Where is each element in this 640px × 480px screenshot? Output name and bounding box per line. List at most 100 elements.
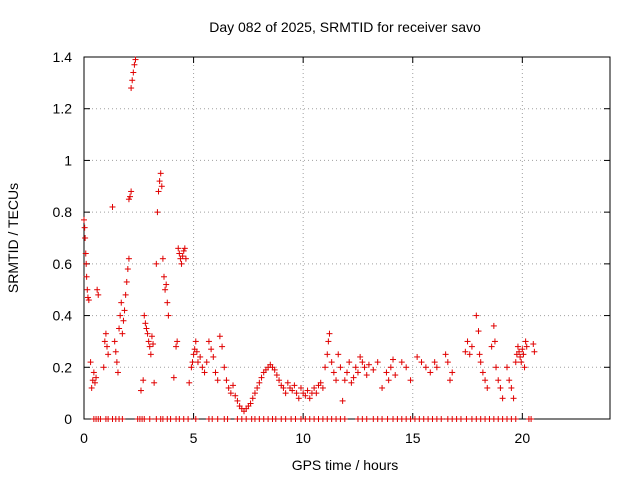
data-point bbox=[111, 338, 118, 345]
data-point bbox=[272, 416, 279, 422]
data-point bbox=[293, 390, 300, 397]
data-point bbox=[517, 353, 524, 360]
data-point bbox=[178, 260, 185, 267]
data-point bbox=[379, 384, 386, 391]
data-point bbox=[214, 416, 221, 422]
data-point bbox=[181, 245, 188, 252]
data-point bbox=[495, 377, 502, 384]
data-point bbox=[157, 170, 164, 177]
data-point bbox=[165, 312, 172, 319]
data-point bbox=[383, 369, 390, 376]
grid-lines bbox=[84, 57, 610, 419]
data-point bbox=[190, 351, 197, 358]
data-point bbox=[497, 384, 504, 391]
data-point bbox=[118, 299, 125, 306]
data-point bbox=[522, 338, 529, 345]
y-tick-label: 0.4 bbox=[53, 308, 73, 324]
data-point bbox=[304, 387, 311, 394]
data-point bbox=[302, 392, 309, 399]
data-point bbox=[379, 416, 386, 422]
data-point bbox=[365, 361, 372, 368]
data-point bbox=[523, 343, 530, 350]
data-point bbox=[306, 395, 313, 402]
data-points bbox=[81, 56, 538, 422]
data-point bbox=[475, 328, 482, 335]
data-point bbox=[210, 353, 217, 360]
data-point bbox=[326, 330, 333, 337]
y-tick-label: 0.8 bbox=[53, 204, 73, 220]
data-point bbox=[392, 372, 399, 379]
data-point bbox=[418, 359, 425, 366]
data-point bbox=[197, 353, 204, 360]
data-point bbox=[114, 369, 121, 376]
data-point bbox=[95, 291, 102, 298]
data-point bbox=[121, 307, 128, 314]
data-point bbox=[325, 338, 332, 345]
data-point bbox=[131, 61, 138, 68]
data-point bbox=[182, 255, 189, 262]
data-point bbox=[512, 416, 519, 422]
data-point bbox=[122, 291, 129, 298]
data-point bbox=[208, 346, 215, 353]
data-point bbox=[292, 416, 299, 422]
data-point bbox=[88, 384, 95, 391]
data-point bbox=[335, 351, 342, 358]
data-point bbox=[216, 333, 223, 340]
data-point bbox=[192, 416, 199, 422]
data-point bbox=[484, 384, 491, 391]
data-point bbox=[120, 317, 127, 324]
data-point bbox=[94, 286, 101, 293]
x-axis-label: GPS time / hours bbox=[292, 457, 399, 473]
axis-ticks: 0 5 10 15 20 0 0.2 0.4 0.6 0.8 1 1.2 1.4 bbox=[53, 49, 610, 446]
data-point bbox=[129, 77, 136, 84]
data-point bbox=[249, 395, 256, 402]
data-point bbox=[518, 359, 525, 366]
data-point bbox=[319, 384, 326, 391]
data-point bbox=[142, 320, 149, 327]
data-point bbox=[251, 390, 258, 397]
y-tick-label: 0.6 bbox=[53, 256, 73, 272]
data-point bbox=[361, 364, 368, 371]
data-point bbox=[151, 379, 158, 386]
data-point bbox=[97, 416, 104, 422]
data-point bbox=[313, 390, 320, 397]
data-point bbox=[282, 390, 289, 397]
data-point bbox=[387, 364, 394, 371]
data-point bbox=[444, 359, 451, 366]
data-point bbox=[176, 250, 183, 257]
data-point bbox=[521, 364, 528, 371]
data-point bbox=[384, 416, 391, 422]
plot-frame bbox=[83, 56, 611, 420]
data-point bbox=[150, 341, 157, 348]
data-point bbox=[90, 369, 97, 376]
data-point bbox=[516, 348, 523, 355]
data-point bbox=[224, 416, 231, 422]
data-point bbox=[221, 364, 228, 371]
data-point bbox=[124, 266, 131, 273]
data-point bbox=[491, 338, 498, 345]
data-point bbox=[112, 348, 119, 355]
data-point bbox=[105, 351, 112, 358]
data-point bbox=[348, 379, 355, 386]
y-tick-label: 0 bbox=[64, 411, 72, 427]
x-tick-label: 15 bbox=[405, 430, 421, 446]
data-point bbox=[160, 273, 167, 280]
data-point bbox=[179, 253, 186, 260]
data-point bbox=[137, 387, 144, 394]
data-point bbox=[422, 364, 429, 371]
data-point bbox=[141, 416, 148, 422]
data-point bbox=[503, 364, 510, 371]
data-point bbox=[352, 364, 359, 371]
data-point bbox=[223, 377, 230, 384]
data-point bbox=[499, 395, 506, 402]
data-point bbox=[232, 392, 239, 399]
data-point bbox=[193, 348, 200, 355]
x-tick-label: 5 bbox=[190, 430, 198, 446]
data-point bbox=[339, 397, 346, 404]
data-point bbox=[276, 377, 283, 384]
data-point bbox=[468, 343, 475, 350]
data-point bbox=[167, 416, 174, 422]
data-point bbox=[117, 312, 124, 319]
y-tick-label: 1 bbox=[64, 152, 72, 168]
data-point bbox=[154, 209, 161, 216]
